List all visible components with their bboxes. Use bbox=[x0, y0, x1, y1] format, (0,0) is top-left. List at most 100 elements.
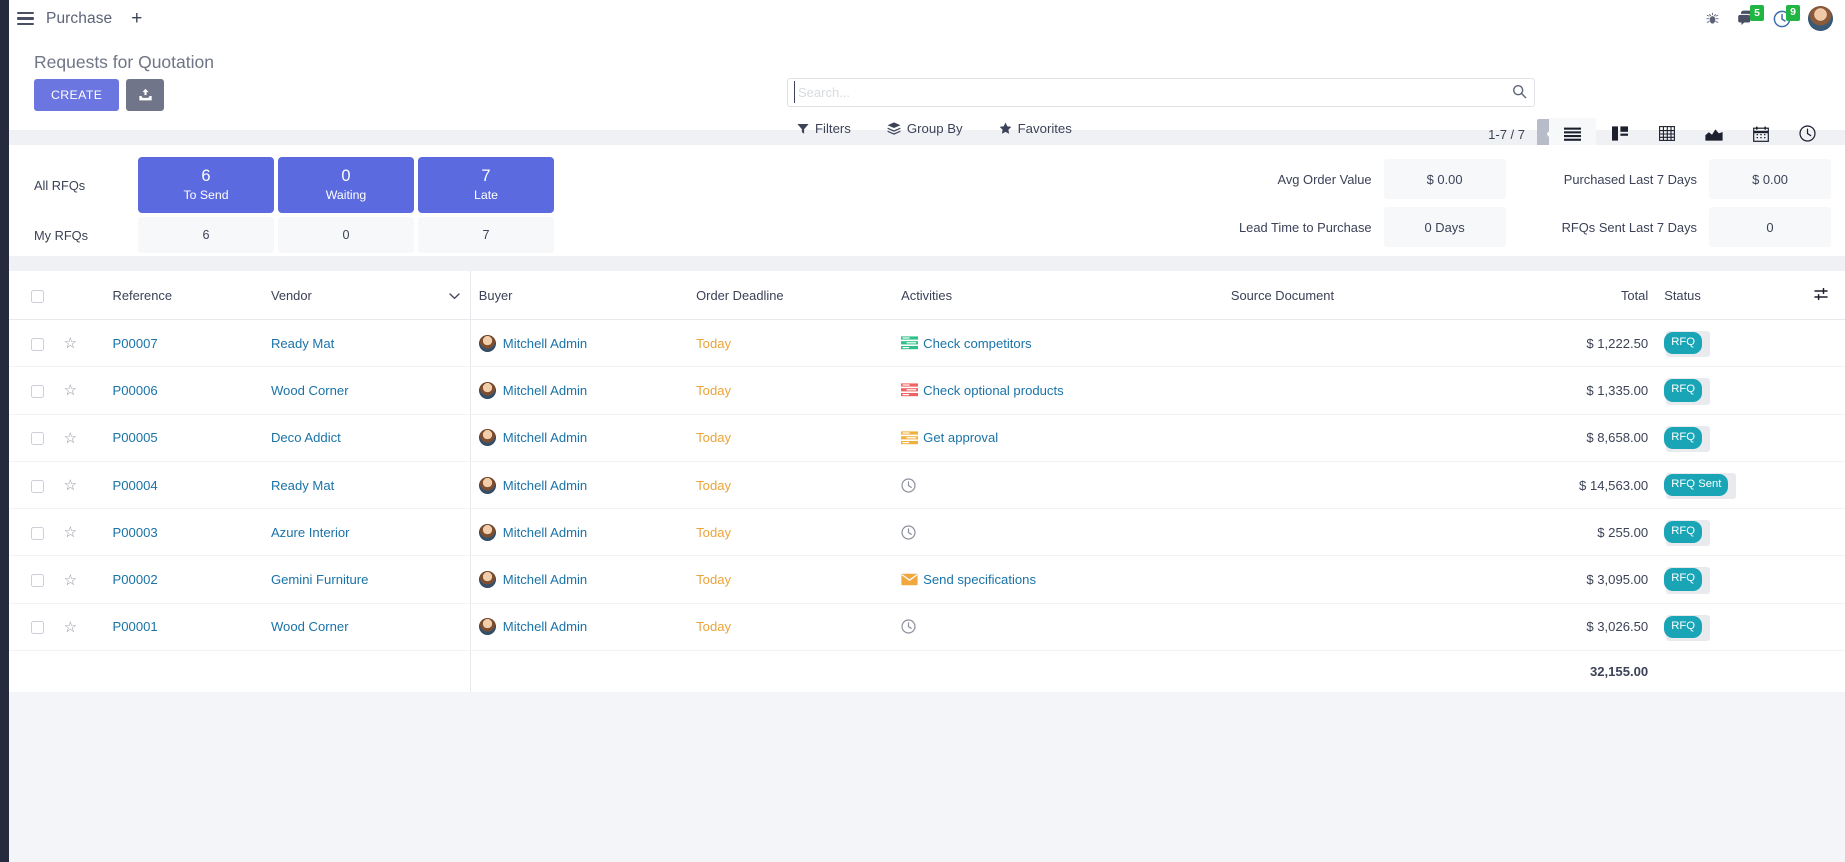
activity-wrapper[interactable]: Check competitors bbox=[901, 336, 1215, 351]
select-all-checkbox[interactable] bbox=[31, 290, 44, 304]
header-source-document[interactable]: Source Document bbox=[1222, 271, 1510, 320]
messages-icon[interactable]: 5 bbox=[1737, 5, 1764, 27]
table-row[interactable]: ☆ P00005 Deco Addict Mitchell Admin Toda… bbox=[9, 414, 1845, 462]
favorite-column-header bbox=[55, 271, 105, 320]
vendor-link[interactable]: Wood Corner bbox=[270, 382, 349, 398]
chevron-down-icon[interactable] bbox=[449, 288, 460, 303]
cell-total: $ 1,335.00 bbox=[1509, 366, 1657, 415]
user-avatar[interactable] bbox=[1808, 6, 1833, 31]
hamburger-icon[interactable] bbox=[17, 12, 34, 25]
kpi-my-to-send[interactable]: 6 bbox=[138, 217, 274, 253]
buyer-wrapper[interactable]: Mitchell Admin bbox=[478, 476, 680, 494]
table-row[interactable]: ☆ P00006 Wood Corner Mitchell Admin Toda… bbox=[9, 366, 1845, 415]
reference-link[interactable]: P00003 bbox=[112, 524, 158, 540]
header-total[interactable]: Total bbox=[1509, 271, 1657, 320]
favorites-dropdown[interactable]: Favorites bbox=[999, 121, 1072, 136]
new-tab-button[interactable]: + bbox=[131, 8, 143, 29]
row-checkbox[interactable] bbox=[31, 526, 44, 540]
view-kanban-button[interactable] bbox=[1596, 118, 1643, 149]
reference-link[interactable]: P00006 bbox=[112, 382, 158, 398]
activity-wrapper[interactable] bbox=[901, 477, 1215, 493]
activity-wrapper[interactable]: Send specifications bbox=[901, 572, 1215, 587]
kpi-tile-waiting[interactable]: 0 Waiting bbox=[278, 157, 414, 213]
view-calendar-button[interactable] bbox=[1737, 118, 1784, 149]
vendor-link[interactable]: Ready Mat bbox=[270, 477, 335, 493]
stat-value-purchased-last-7-days[interactable]: $ 0.00 bbox=[1709, 159, 1831, 199]
table-row[interactable]: ☆ P00003 Azure Interior Mitchell Admin T… bbox=[9, 508, 1845, 557]
cell-buyer: Mitchell Admin bbox=[470, 366, 689, 415]
vendor-link[interactable]: Deco Addict bbox=[270, 430, 341, 446]
cell-vendor: Deco Addict bbox=[262, 414, 471, 462]
vendor-link[interactable]: Ready Mat bbox=[270, 335, 335, 351]
activity-wrapper[interactable]: Get approval bbox=[901, 430, 1215, 445]
kpi-label-late: Late bbox=[474, 187, 498, 202]
kpi-tile-to-send[interactable]: 6 To Send bbox=[138, 157, 274, 213]
group-by-dropdown[interactable]: Group By bbox=[887, 121, 963, 136]
buyer-wrapper[interactable]: Mitchell Admin bbox=[478, 618, 680, 636]
header-status[interactable]: Status bbox=[1656, 271, 1797, 320]
star-outline-icon[interactable]: ☆ bbox=[63, 429, 78, 447]
reference-link[interactable]: P00004 bbox=[112, 477, 158, 493]
table-row[interactable]: ☆ P00001 Wood Corner Mitchell Admin Toda… bbox=[9, 603, 1845, 652]
create-button[interactable]: CREATE bbox=[34, 79, 120, 111]
stat-value-lead-time-to-purchase[interactable]: 0 Days bbox=[1383, 207, 1506, 247]
view-pivot-button[interactable] bbox=[1643, 118, 1690, 149]
star-outline-icon[interactable]: ☆ bbox=[63, 618, 78, 636]
upload-import-button[interactable] bbox=[126, 79, 165, 111]
header-activities[interactable]: Activities bbox=[893, 271, 1223, 320]
vendor-link[interactable]: Azure Interior bbox=[270, 524, 350, 540]
vendor-link[interactable]: Gemini Furniture bbox=[270, 572, 369, 588]
filters-dropdown[interactable]: Filters bbox=[797, 121, 851, 136]
buyer-wrapper[interactable]: Mitchell Admin bbox=[478, 523, 680, 541]
status-badge-wrapper: RFQ bbox=[1664, 614, 1710, 642]
search-icon[interactable] bbox=[1512, 84, 1527, 104]
row-checkbox[interactable] bbox=[31, 384, 44, 398]
buyer-wrapper[interactable]: Mitchell Admin bbox=[478, 571, 680, 589]
row-checkbox[interactable] bbox=[31, 574, 44, 588]
view-list-button[interactable] bbox=[1549, 118, 1596, 149]
activity-wrapper[interactable] bbox=[901, 525, 1215, 540]
table-row[interactable]: ☆ P00004 Ready Mat Mitchell Admin Today bbox=[9, 461, 1845, 510]
star-outline-icon[interactable]: ☆ bbox=[63, 477, 78, 495]
stat-value-rfqs-sent-last-7-days[interactable]: 0 bbox=[1709, 207, 1831, 247]
buyer-wrapper[interactable]: Mitchell Admin bbox=[478, 334, 680, 352]
total-value: $ 3,026.50 bbox=[1586, 619, 1649, 635]
vendor-link[interactable]: Wood Corner bbox=[270, 619, 349, 635]
cell-reference: P00002 bbox=[104, 555, 263, 604]
stat-label-purchased-last-7-days: Purchased Last 7 Days bbox=[1563, 171, 1697, 187]
optional-columns-toggle[interactable] bbox=[1796, 271, 1845, 320]
sliders-icon[interactable] bbox=[1814, 287, 1829, 304]
star-outline-icon[interactable]: ☆ bbox=[63, 335, 78, 353]
row-checkbox[interactable] bbox=[31, 621, 44, 635]
search-input[interactable] bbox=[787, 78, 1535, 107]
activity-wrapper[interactable] bbox=[901, 619, 1215, 635]
header-order-deadline[interactable]: Order Deadline bbox=[688, 271, 894, 320]
activities-clock-icon[interactable]: 9 bbox=[1773, 4, 1800, 28]
kpi-my-late[interactable]: 7 bbox=[418, 217, 554, 253]
row-checkbox[interactable] bbox=[31, 432, 44, 446]
header-buyer[interactable]: Buyer bbox=[470, 271, 689, 320]
view-activity-button[interactable] bbox=[1784, 118, 1831, 149]
app-name-label[interactable]: Purchase bbox=[46, 9, 113, 27]
row-checkbox[interactable] bbox=[31, 479, 44, 493]
buyer-wrapper[interactable]: Mitchell Admin bbox=[478, 381, 680, 399]
star-outline-icon[interactable]: ☆ bbox=[63, 382, 78, 400]
star-outline-icon[interactable]: ☆ bbox=[63, 524, 78, 542]
reference-link[interactable]: P00007 bbox=[112, 335, 158, 351]
view-graph-button[interactable] bbox=[1690, 118, 1737, 149]
header-vendor[interactable]: Vendor bbox=[262, 271, 471, 320]
header-reference[interactable]: Reference bbox=[104, 271, 263, 320]
row-checkbox[interactable] bbox=[31, 337, 44, 351]
activity-wrapper[interactable]: Check optional products bbox=[901, 383, 1215, 398]
reference-link[interactable]: P00001 bbox=[112, 619, 158, 635]
bug-icon[interactable] bbox=[1705, 11, 1720, 26]
reference-link[interactable]: P00005 bbox=[112, 430, 158, 446]
stat-value-avg-order-value[interactable]: $ 0.00 bbox=[1383, 159, 1506, 199]
kpi-tile-late[interactable]: 7 Late bbox=[418, 157, 554, 213]
star-outline-icon[interactable]: ☆ bbox=[63, 571, 78, 589]
table-row[interactable]: ☆ P00007 Ready Mat Mitchell Admin Today bbox=[9, 319, 1845, 368]
reference-link[interactable]: P00002 bbox=[112, 572, 158, 588]
kpi-my-waiting[interactable]: 0 bbox=[278, 217, 414, 253]
table-row[interactable]: ☆ P00002 Gemini Furniture Mitchell Admin… bbox=[9, 555, 1845, 604]
buyer-wrapper[interactable]: Mitchell Admin bbox=[478, 429, 680, 447]
